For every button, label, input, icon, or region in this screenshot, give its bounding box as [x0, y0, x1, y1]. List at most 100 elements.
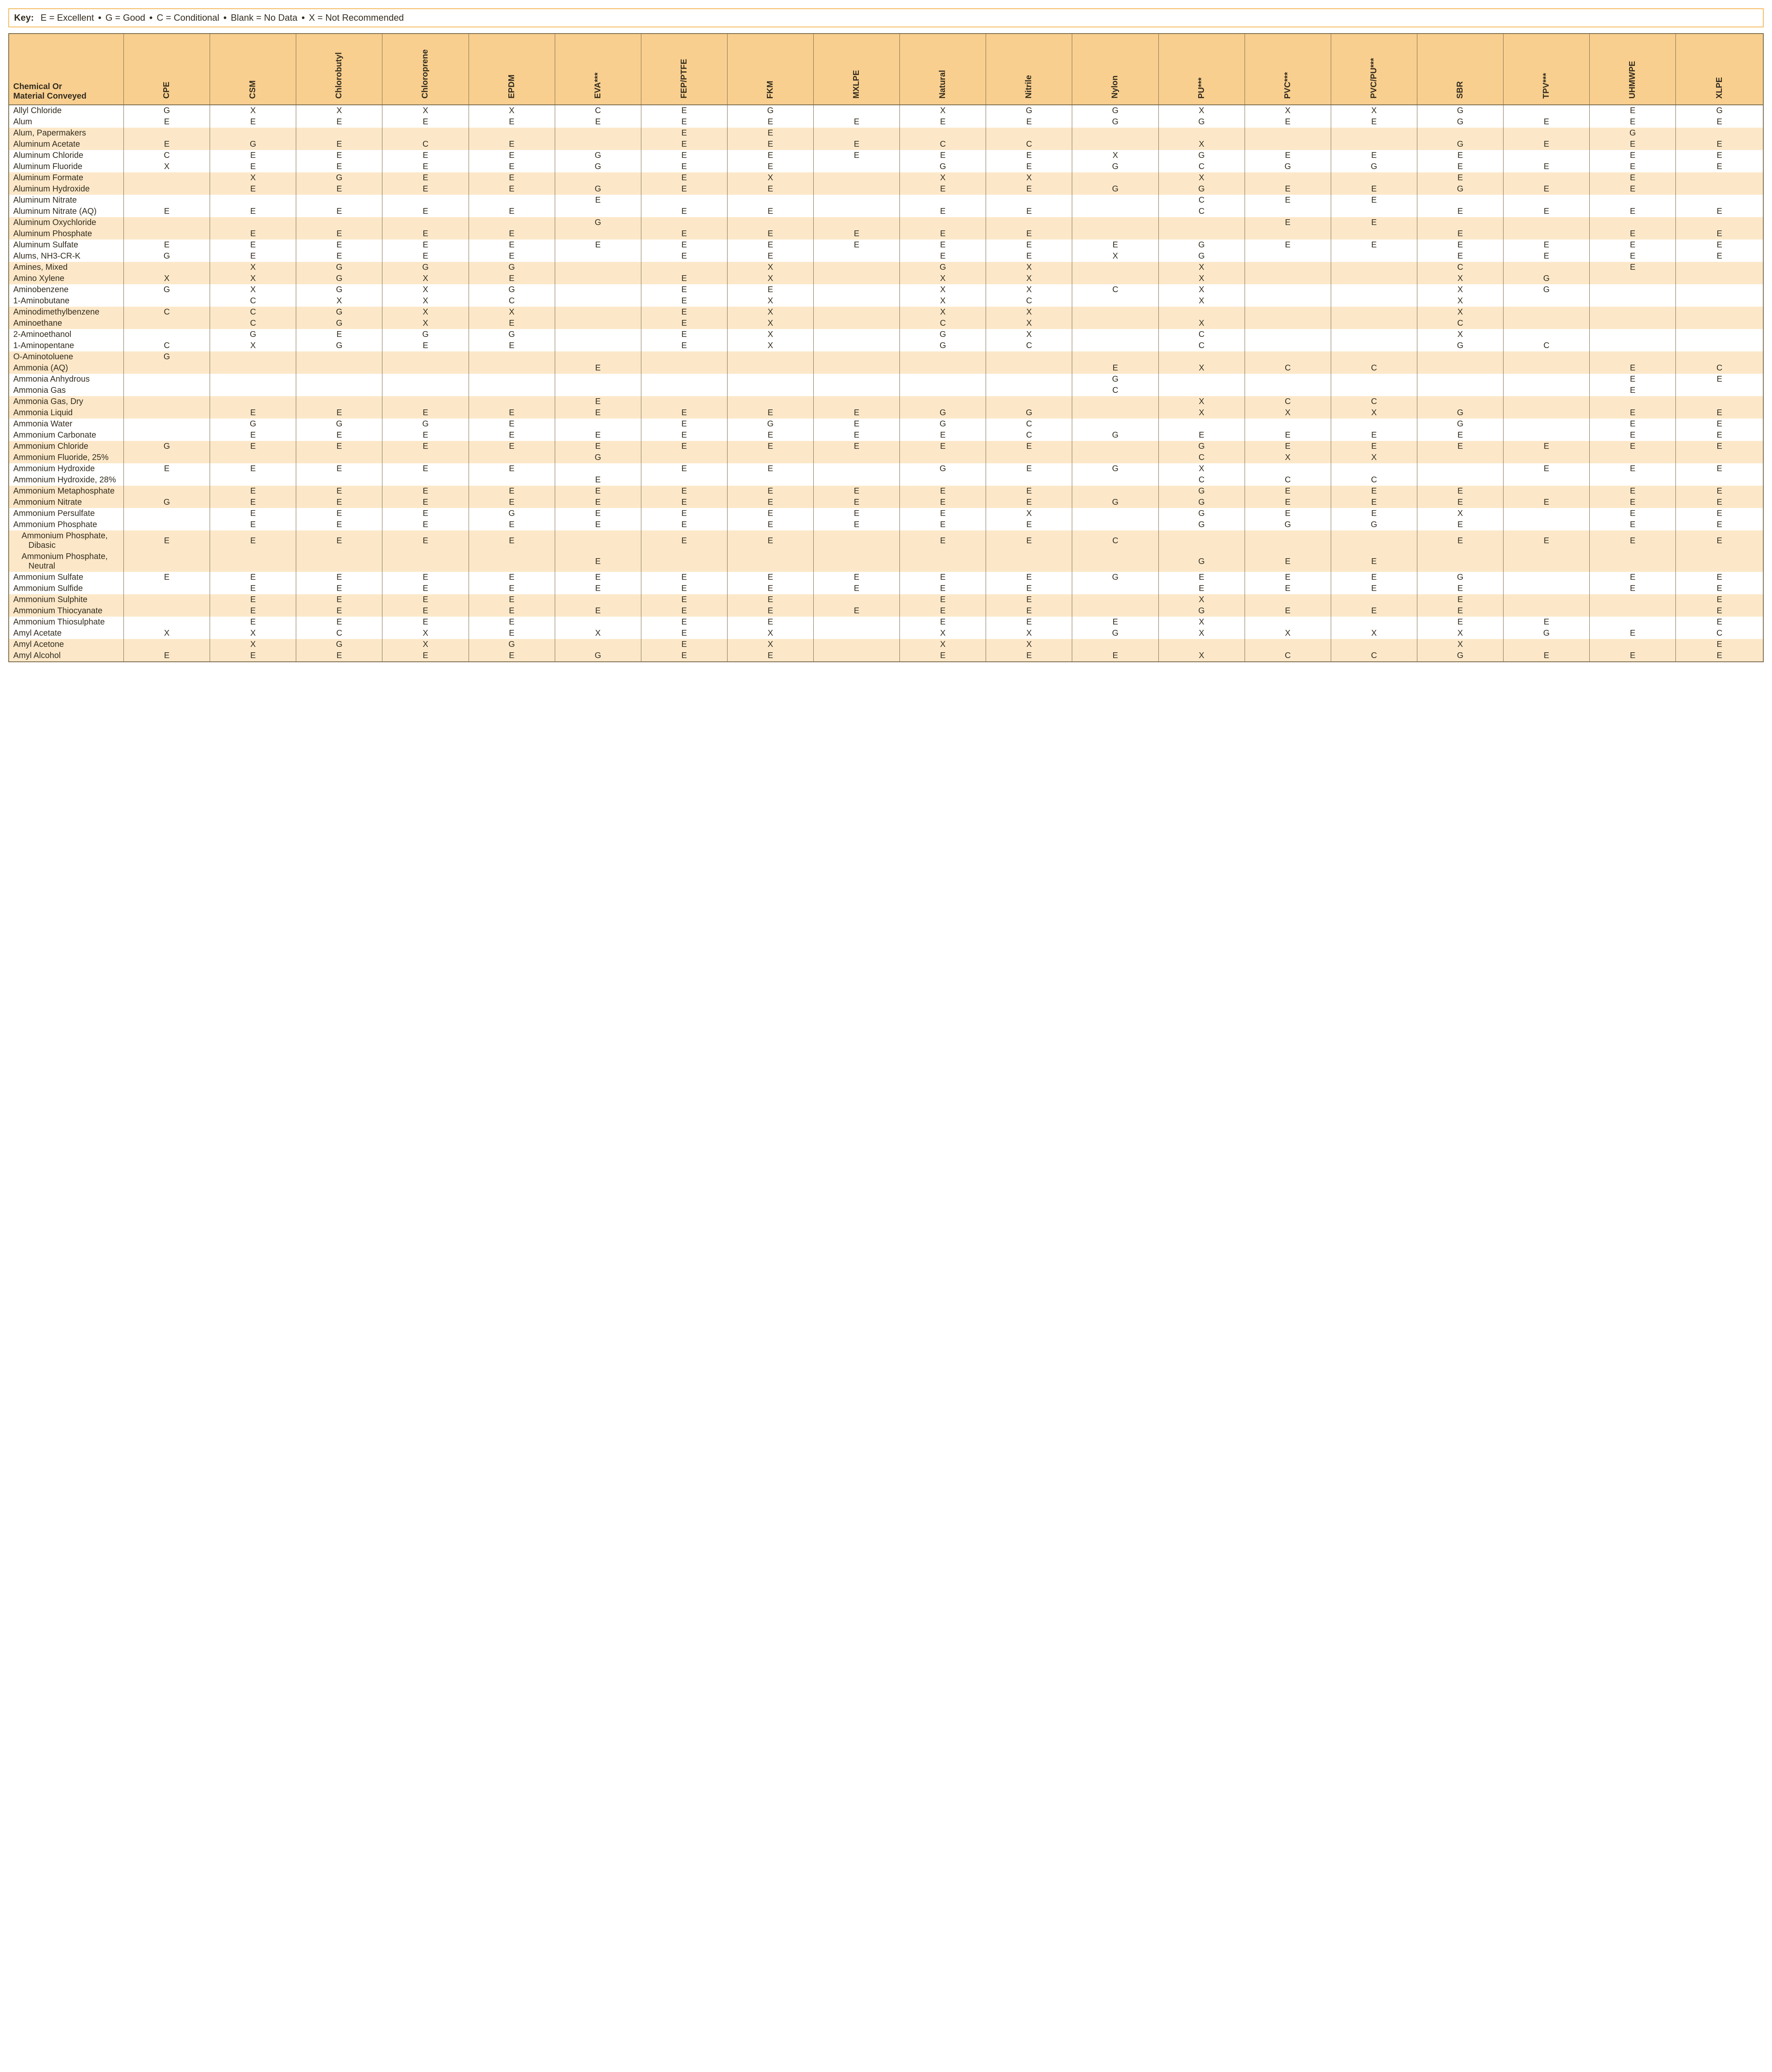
rating-cell: E — [1504, 617, 1590, 628]
rating-cell: E — [986, 206, 1072, 217]
rating-cell: G — [1245, 519, 1331, 530]
rating-cell: E — [382, 172, 469, 184]
rating-cell: G — [469, 329, 555, 340]
rating-cell: E — [814, 139, 900, 150]
rating-cell — [814, 617, 900, 628]
rating-cell: E — [1331, 195, 1417, 206]
table-row: 1-AminopentaneCXGEEEXGCCGC — [9, 340, 1763, 351]
rating-cell — [1504, 228, 1590, 240]
rating-cell: G — [900, 161, 986, 172]
rating-cell: X — [1158, 105, 1245, 116]
rating-cell — [814, 284, 900, 295]
rating-cell: E — [296, 251, 382, 262]
rating-cell — [210, 452, 296, 463]
rating-cell — [1072, 307, 1158, 318]
rating-cell — [1331, 385, 1417, 396]
rating-cell: E — [641, 105, 727, 116]
rating-cell — [124, 172, 210, 184]
rating-cell — [1331, 329, 1417, 340]
rating-cell: E — [986, 572, 1072, 583]
chemical-name: Aminobenzene — [9, 284, 124, 295]
column-header: Natural — [900, 34, 986, 105]
rating-cell: G — [382, 329, 469, 340]
rating-cell: G — [1072, 116, 1158, 128]
chemical-name: Amines, Mixed — [9, 262, 124, 273]
rating-cell — [1072, 519, 1158, 530]
chemical-name: Ammonium Chloride — [9, 441, 124, 452]
rating-cell — [1417, 351, 1503, 363]
rating-cell: E — [1676, 161, 1763, 172]
column-header: PVC/PU*** — [1331, 34, 1417, 105]
rating-cell: E — [296, 161, 382, 172]
rating-cell — [1676, 273, 1763, 284]
rating-cell: X — [382, 284, 469, 295]
rating-cell — [1590, 396, 1676, 407]
rating-cell — [1245, 284, 1331, 295]
rating-cell: E — [1331, 508, 1417, 519]
rating-cell — [124, 486, 210, 497]
rating-cell — [382, 128, 469, 139]
rating-cell — [555, 251, 641, 262]
rating-cell: G — [1158, 519, 1245, 530]
rating-cell — [1590, 217, 1676, 228]
rating-cell — [1504, 551, 1590, 572]
table-row: AminoethaneCGXEEXCXXC — [9, 318, 1763, 329]
rating-cell: G — [1590, 128, 1676, 139]
rating-cell: E — [210, 251, 296, 262]
rating-cell — [1676, 195, 1763, 206]
table-row: Ammonium SulfideEEEEEEEEEEEEEEEE — [9, 583, 1763, 594]
table-row: Allyl ChlorideGXXXXCEGXGGXXXGEG — [9, 105, 1763, 116]
rating-cell: C — [1158, 474, 1245, 486]
rating-cell — [555, 273, 641, 284]
rating-cell: G — [555, 650, 641, 662]
rating-cell — [124, 583, 210, 594]
rating-cell — [124, 184, 210, 195]
rating-cell — [814, 161, 900, 172]
rating-cell — [555, 318, 641, 329]
rating-cell: E — [814, 116, 900, 128]
rating-cell — [1245, 329, 1331, 340]
rating-cell — [555, 172, 641, 184]
rating-cell: X — [727, 172, 813, 184]
rating-cell: X — [1072, 150, 1158, 161]
rating-cell: E — [382, 497, 469, 508]
rating-cell: G — [1158, 116, 1245, 128]
column-header: Nitrile — [986, 34, 1072, 105]
rating-cell: C — [1158, 340, 1245, 351]
column-header: PU*** — [1158, 34, 1245, 105]
table-row: Alum, PapermakersEEG — [9, 128, 1763, 139]
rating-cell — [1331, 206, 1417, 217]
rating-cell: G — [124, 497, 210, 508]
rating-cell — [1676, 396, 1763, 407]
rating-cell — [1590, 195, 1676, 206]
rating-cell: E — [1676, 240, 1763, 251]
rating-cell — [1504, 105, 1590, 116]
rating-cell — [727, 217, 813, 228]
rating-cell: E — [1504, 161, 1590, 172]
rating-cell: E — [1590, 508, 1676, 519]
rating-cell: G — [124, 351, 210, 363]
rating-cell: E — [641, 572, 727, 583]
rating-cell: E — [1245, 551, 1331, 572]
rating-cell: E — [124, 116, 210, 128]
rating-cell: G — [555, 161, 641, 172]
chemical-name: Aluminum Nitrate (AQ) — [9, 206, 124, 217]
rating-cell — [1158, 639, 1245, 650]
rating-cell — [1158, 385, 1245, 396]
rating-cell: E — [641, 617, 727, 628]
rating-cell: E — [1417, 486, 1503, 497]
rating-cell — [1590, 295, 1676, 307]
rating-cell: G — [382, 419, 469, 430]
rating-cell — [1331, 340, 1417, 351]
rating-cell: E — [727, 116, 813, 128]
chemical-name: Allyl Chloride — [9, 105, 124, 116]
chemical-name: Ammonium Fluoride, 25% — [9, 452, 124, 463]
rating-cell — [814, 251, 900, 262]
chemical-name: Alum — [9, 116, 124, 128]
rating-cell: E — [1590, 441, 1676, 452]
rating-cell — [814, 273, 900, 284]
chemical-name: Ammonium Hydroxide — [9, 463, 124, 474]
rating-cell: C — [1676, 628, 1763, 639]
rating-cell: E — [641, 172, 727, 184]
rating-cell: C — [900, 318, 986, 329]
